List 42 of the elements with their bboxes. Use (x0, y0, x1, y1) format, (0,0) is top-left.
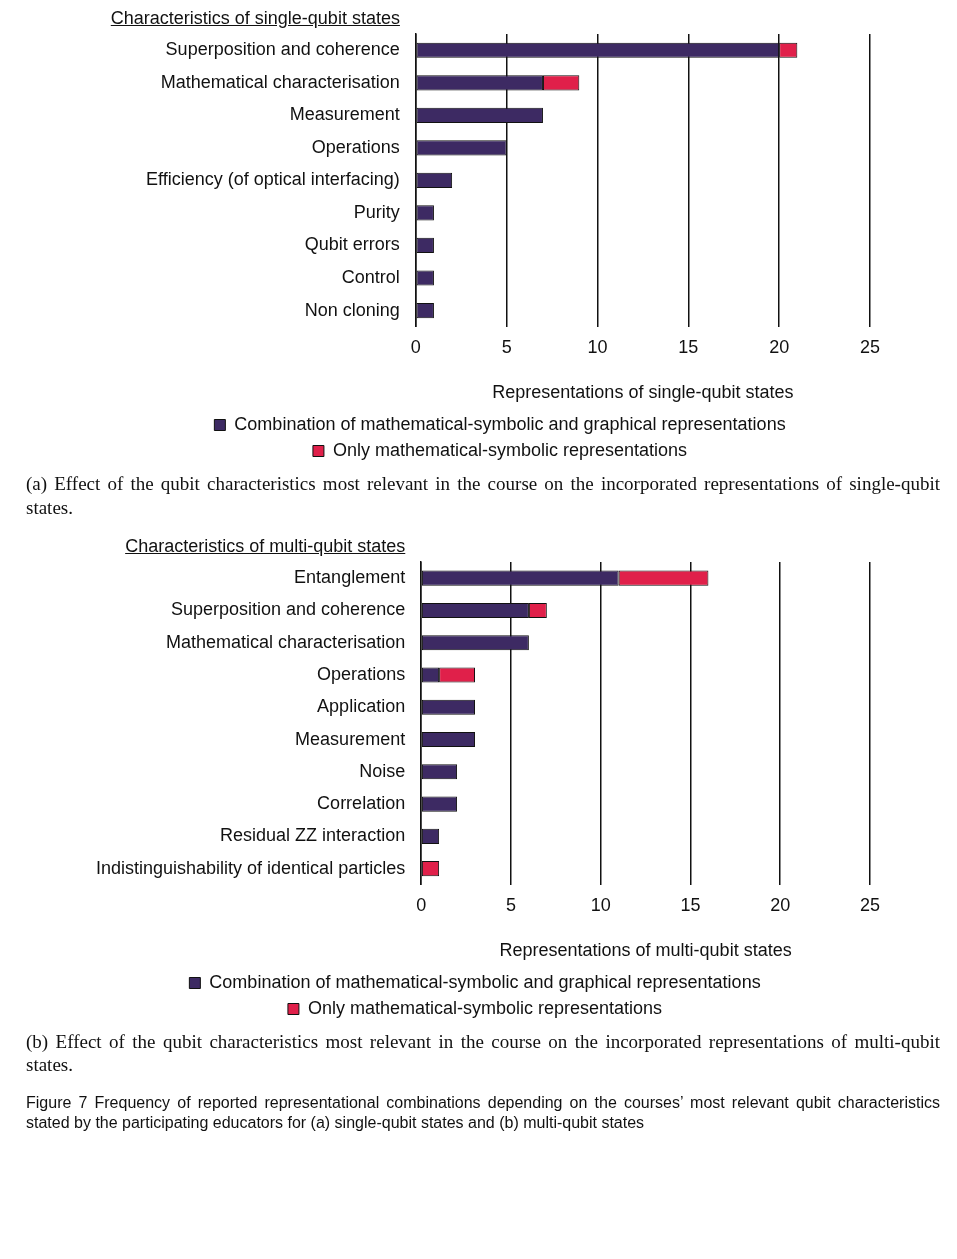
text: (a) Effect of the qubit characteristics most relevant in the course on the incorporated representations of single-qubit states. (26, 472, 940, 520)
x-tick-label: 25 (859, 894, 881, 915)
y-tick-label: Operations (317, 663, 406, 684)
x-tick-label: 15 (680, 894, 701, 915)
y-tick-label: Indistinguishability of identical particles (95, 857, 406, 878)
x-tick-label: 5 (501, 336, 512, 357)
y-tick-label: Non cloning (304, 299, 400, 320)
x-tick-label: 10 (590, 894, 611, 915)
y-tick-label: Qubit errors (304, 234, 400, 255)
y-tick-label: Efficiency (of optical interfacing) (145, 169, 400, 190)
x-tick-label: 20 (770, 894, 791, 915)
y-tick-label: Operations (311, 136, 400, 157)
text: (b) Effect of the qubit characteristics most relevant in the course on the incorporated representations of multi-qubit states. (26, 1029, 940, 1077)
y-tick-label: Mathematical characterisation (160, 71, 400, 92)
legend-label: Combination of mathematical-symbolic and graphical representations (209, 971, 761, 992)
y-axis-title: Characteristics of single-qubit states (110, 8, 400, 29)
y-tick-label: Purity (353, 201, 400, 222)
x-tick-label: 5 (505, 894, 516, 915)
x-axis-title: Representations of single-qubit states (492, 382, 794, 403)
y-tick-label: Superposition and coherence (165, 39, 400, 60)
x-tick-label: 0 (416, 894, 427, 915)
y-tick-label: Control (341, 266, 400, 287)
y-tick-label: Mathematical characterisation (166, 631, 406, 652)
y-tick-label: Superposition and coherence (170, 598, 406, 619)
legend-label: Only mathematical-symbolic representations (332, 439, 688, 460)
y-tick-label: Measurement (295, 728, 406, 749)
y-tick-label: Measurement (289, 104, 400, 125)
legend-label: Combination of mathematical-symbolic and graphical representations (234, 413, 786, 434)
x-tick-label: 20 (769, 336, 790, 357)
y-tick-label: Noise (359, 760, 406, 781)
x-tick-label: 0 (410, 336, 421, 357)
y-tick-label: Application (317, 695, 406, 716)
x-tick-label: 15 (678, 336, 699, 357)
x-tick-label: 25 (859, 336, 881, 357)
y-tick-label: Residual ZZ interaction (220, 824, 406, 845)
x-tick-label: 10 (587, 336, 608, 357)
y-tick-label: Entanglement (294, 566, 406, 587)
y-tick-label: Correlation (317, 792, 406, 813)
y-axis-title: Characteristics of multi-qubit states (125, 535, 406, 557)
caption: Figure 7 Frequency of reported representational combinations depending on the courses’ most relevant qubit characteristics stated by the participating educators for (a) single-qubit states and (b) multi-qubit states (26, 1093, 940, 1133)
legend-label: Only mathematical-symbolic representations (307, 997, 663, 1018)
x-axis-title: Representations of multi-qubit states (499, 939, 792, 960)
